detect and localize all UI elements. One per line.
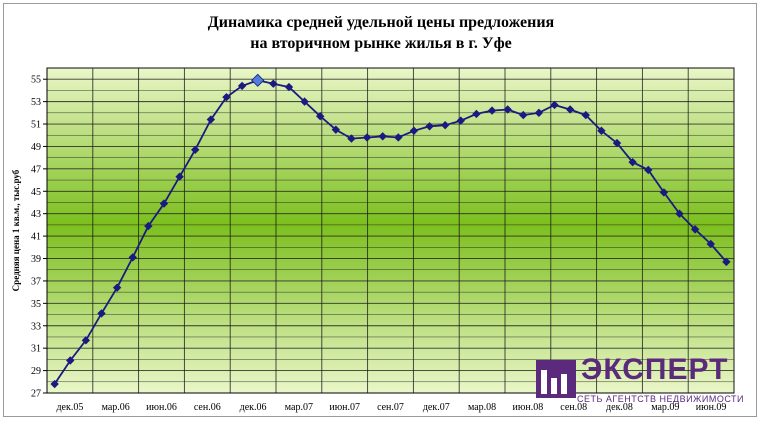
x-tick-label: мар.09: [651, 402, 679, 413]
data-point: [300, 97, 309, 106]
y-axis-label: Средняя цена 1 кв.м., тыс.руб: [11, 169, 21, 291]
y-tick-label: 51: [31, 120, 41, 131]
y-tick-label: 41: [31, 232, 41, 243]
data-point: [675, 209, 684, 218]
axes: 27 29 31 33 35 37 39 41 43 45 47 49 51 53 55 дек.05 мар.…: [31, 68, 734, 413]
data-point: [550, 100, 559, 110]
data-point: [66, 356, 75, 365]
logo-tagline: СЕТЬ АГЕНТСТВ НЕДВИЖИМОСТИ: [577, 394, 744, 404]
data-point: [706, 239, 715, 249]
plot-area: [46, 67, 735, 394]
data-point: [159, 199, 169, 208]
data-point: [284, 82, 294, 92]
data-point: [519, 110, 528, 120]
data-point: [331, 125, 341, 134]
y-tick-label: 43: [31, 209, 41, 220]
data-point: [487, 106, 497, 115]
data-point: [722, 257, 731, 267]
x-tick-label: июн.06: [146, 402, 177, 413]
x-tick-label: июн.09: [696, 402, 727, 413]
y-tick-label: 49: [31, 142, 41, 153]
data-point: [237, 81, 247, 91]
data-point: [112, 283, 122, 292]
y-tick-label: 35: [31, 299, 41, 310]
data-point: [269, 79, 278, 88]
data-point: [581, 110, 590, 120]
x-tick-label: сен.07: [377, 402, 404, 413]
series-line: [53, 79, 728, 385]
data-point: [628, 157, 637, 167]
data-point: [425, 122, 434, 131]
data-point: [534, 108, 544, 118]
x-tick-label: дек.06: [240, 402, 267, 413]
x-tick-label: июн.08: [513, 402, 544, 413]
data-point: [144, 221, 153, 231]
data-point: [690, 225, 700, 234]
data-point: [597, 126, 606, 135]
data-point: [440, 120, 450, 130]
y-tick-label: 33: [31, 321, 41, 332]
chart-title-line1: Динамика средней удельной цены предложен…: [207, 14, 555, 31]
data-point: [394, 133, 403, 142]
data-point: [659, 188, 669, 197]
data-point: [644, 165, 653, 175]
series-polyline: [53, 79, 728, 385]
data-point: [316, 111, 325, 121]
data-point: [128, 253, 137, 262]
y-tick-label: 37: [31, 276, 41, 287]
data-points: [50, 73, 731, 389]
y-tick-label: 39: [31, 254, 41, 265]
data-point: [222, 92, 231, 102]
y-tick-label: 55: [31, 75, 41, 86]
data-point: [378, 132, 387, 141]
y-tick-label: 47: [31, 164, 41, 175]
y-tick-label: 53: [31, 97, 41, 108]
data-point-highlighted: [251, 73, 265, 87]
data-point: [472, 109, 481, 119]
data-point: [565, 105, 575, 114]
data-point: [50, 379, 59, 389]
data-point: [503, 105, 512, 114]
y-tick-label: 31: [31, 344, 41, 355]
x-tick-label: сен.08: [560, 402, 587, 413]
x-tick-label: мар.07: [285, 402, 313, 413]
x-tick-label: дек.08: [606, 402, 633, 413]
logo-name: ЭКСПЕРТ: [581, 353, 729, 386]
data-point: [81, 336, 91, 345]
x-tick-label: мар.06: [102, 402, 130, 413]
data-point: [347, 134, 356, 143]
x-tick-label: мар.08: [468, 402, 496, 413]
y-tick-label: 27: [31, 389, 41, 400]
x-tick-label: июн.07: [329, 402, 360, 413]
y-tick-label: 29: [31, 366, 41, 377]
x-tick-label: сен.06: [194, 402, 221, 413]
data-point: [612, 138, 622, 148]
data-point: [97, 309, 106, 318]
data-point: [191, 145, 200, 155]
data-point: [362, 133, 372, 142]
chart-title-line2: на вторичном рынке жилья в г. Уфе: [250, 35, 512, 52]
data-point: [206, 115, 216, 124]
y-tick-label: 45: [31, 187, 41, 198]
data-point: [175, 172, 184, 181]
data-point: [456, 116, 465, 125]
x-tick-label: дек.05: [56, 402, 83, 413]
x-tick-label: дек.07: [423, 402, 450, 413]
data-point: [409, 126, 419, 135]
